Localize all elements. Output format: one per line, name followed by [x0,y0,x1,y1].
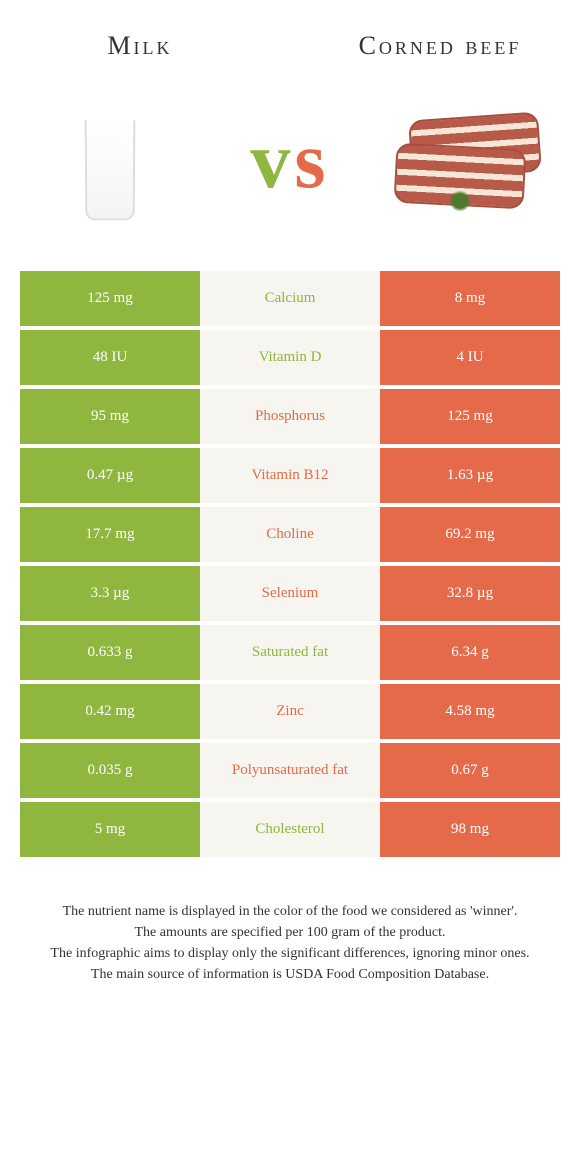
images-row: vs [0,71,580,271]
right-value-cell: 69.2 mg [380,507,560,562]
left-value-cell: 95 mg [20,389,200,444]
right-value-cell: 6.34 g [380,625,560,680]
left-value-cell: 0.42 mg [20,684,200,739]
table-row: 0.42 mgZinc4.58 mg [20,684,560,739]
comparison-table: 125 mgCalcium8 mg48 IUVitamin D4 IU95 mg… [0,271,580,857]
right-value-cell: 125 mg [380,389,560,444]
right-food-image [390,81,550,241]
nutrient-label-cell: Calcium [200,271,380,326]
right-value-cell: 0.67 g [380,743,560,798]
footnote-line: The infographic aims to display only the… [30,943,550,964]
right-value-cell: 1.63 µg [380,448,560,503]
footnote-line: The amounts are specified per 100 gram o… [30,922,550,943]
left-value-cell: 0.47 µg [20,448,200,503]
left-food-image [30,81,190,241]
nutrient-label-cell: Vitamin B12 [200,448,380,503]
header: Milk Corned beef [0,0,580,71]
table-row: 3.3 µgSelenium32.8 µg [20,566,560,621]
right-value-cell: 98 mg [380,802,560,857]
right-food-title: Corned beef [340,30,540,61]
vs-label: vs [250,116,329,207]
nutrient-label-cell: Selenium [200,566,380,621]
left-value-cell: 48 IU [20,330,200,385]
nutrient-label-cell: Vitamin D [200,330,380,385]
table-row: 5 mgCholesterol98 mg [20,802,560,857]
table-row: 0.47 µgVitamin B121.63 µg [20,448,560,503]
right-value-cell: 8 mg [380,271,560,326]
right-value-cell: 32.8 µg [380,566,560,621]
table-row: 95 mgPhosphorus125 mg [20,389,560,444]
nutrient-label-cell: Saturated fat [200,625,380,680]
left-food-title: Milk [40,30,240,61]
nutrient-label-cell: Choline [200,507,380,562]
nutrient-label-cell: Cholesterol [200,802,380,857]
nutrient-label-cell: Zinc [200,684,380,739]
left-value-cell: 3.3 µg [20,566,200,621]
table-row: 125 mgCalcium8 mg [20,271,560,326]
table-row: 48 IUVitamin D4 IU [20,330,560,385]
left-value-cell: 17.7 mg [20,507,200,562]
right-value-cell: 4.58 mg [380,684,560,739]
table-row: 0.035 gPolyunsaturated fat0.67 g [20,743,560,798]
nutrient-label-cell: Polyunsaturated fat [200,743,380,798]
milk-icon [75,101,145,221]
table-row: 0.633 gSaturated fat6.34 g [20,625,560,680]
footnote-line: The nutrient name is displayed in the co… [30,901,550,922]
table-row: 17.7 mgCholine69.2 mg [20,507,560,562]
beef-icon [395,106,545,216]
left-value-cell: 0.633 g [20,625,200,680]
left-value-cell: 125 mg [20,271,200,326]
right-value-cell: 4 IU [380,330,560,385]
left-value-cell: 5 mg [20,802,200,857]
left-value-cell: 0.035 g [20,743,200,798]
footnote-line: The main source of information is USDA F… [30,964,550,985]
footnotes: The nutrient name is displayed in the co… [0,861,580,985]
nutrient-label-cell: Phosphorus [200,389,380,444]
